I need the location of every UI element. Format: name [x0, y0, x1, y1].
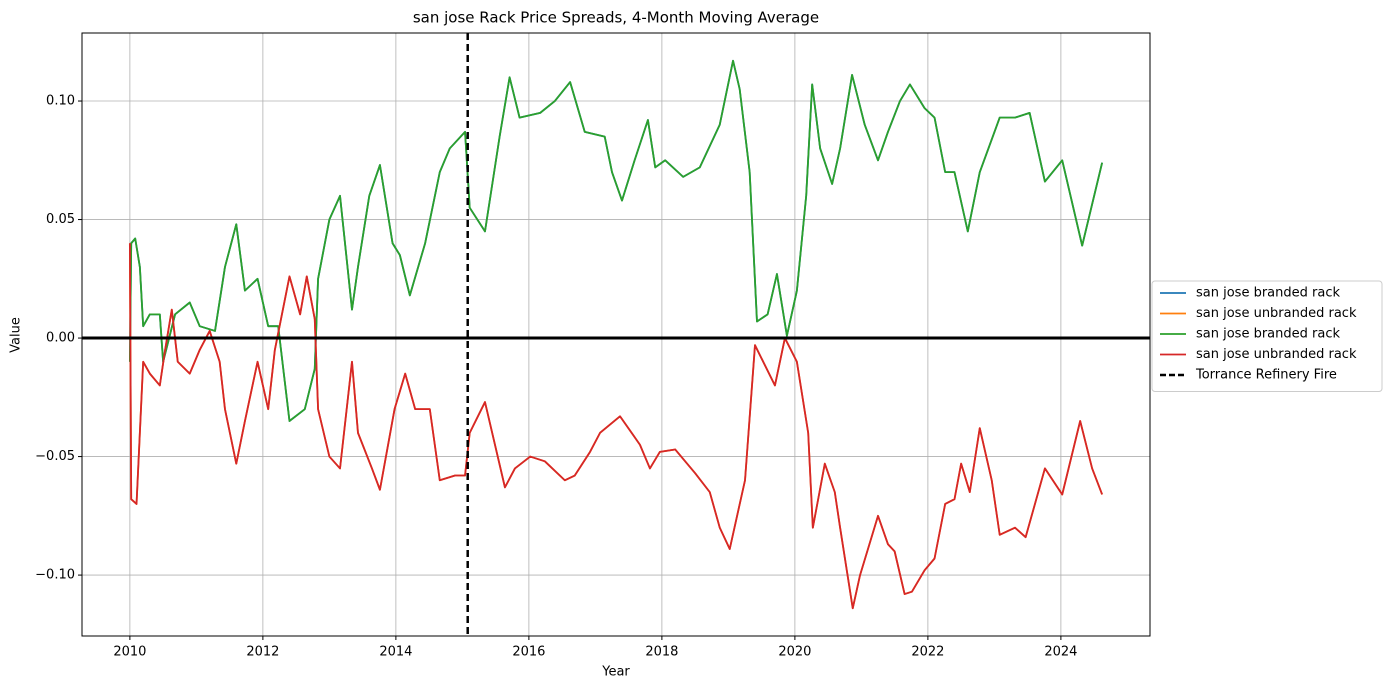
y-tick-label: −0.05: [35, 449, 75, 464]
plot-frame: [81, 32, 1151, 637]
legend-label: san jose branded rack: [1196, 327, 1340, 342]
legend-label: san jose branded rack: [1196, 286, 1340, 301]
legend-label: san jose unbranded rack: [1196, 347, 1357, 362]
series-line: [128, 243, 1103, 610]
legend-label: san jose unbranded rack: [1196, 306, 1357, 321]
x-tick-label: 2022: [911, 645, 944, 660]
y-tick-label: −0.10: [35, 568, 75, 583]
x-tick-label: 2018: [645, 645, 678, 660]
legend-label: Torrance Refinery Fire: [1195, 368, 1337, 383]
x-tick-label: 2016: [512, 645, 545, 660]
series-line: [128, 59, 1103, 422]
legend-box: [1151, 280, 1383, 392]
x-tick-label: 2012: [246, 645, 279, 660]
y-axis-label: Value: [9, 317, 24, 353]
y-tick-label: 0.00: [46, 331, 75, 346]
x-axis-label: Year: [601, 665, 630, 680]
x-tick-label: 2024: [1044, 645, 1077, 660]
x-tick-label: 2014: [379, 645, 412, 660]
x-tick-label: 2020: [778, 645, 811, 660]
y-tick-label: 0.10: [46, 94, 75, 109]
y-tick-label: 0.05: [46, 212, 75, 227]
chart-title: san jose Rack Price Spreads, 4-Month Mov…: [413, 9, 819, 27]
x-tick-label: 2010: [113, 645, 146, 660]
